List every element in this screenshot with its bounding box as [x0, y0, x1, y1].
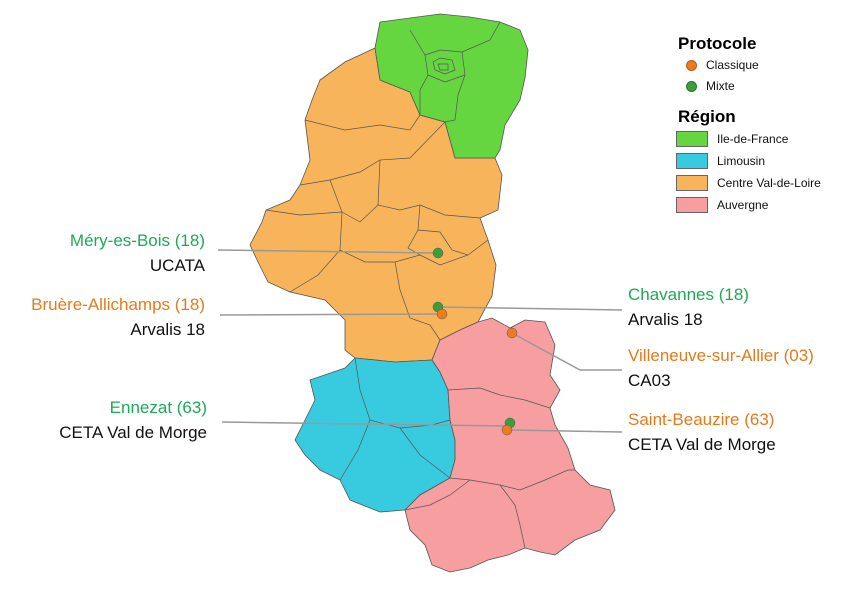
- site-org-chavannes: Arvalis 18: [628, 310, 703, 329]
- site-place-mery-es-bois: Méry-es-Bois (18): [69, 231, 205, 250]
- legend-auvergne-label: Auvergne: [717, 198, 769, 212]
- site-org-bruere-allichamps: Arvalis 18: [130, 320, 205, 339]
- legend-mixte-dot-icon: [686, 80, 697, 92]
- legend-classique-label: Classique: [706, 58, 759, 72]
- region-auvergne: [404, 317, 616, 573]
- site-org-ennezat: CETA Val de Morge: [59, 423, 207, 442]
- legend-protocole-title: Protocole: [678, 34, 757, 53]
- legend-region-limousin: Limousin: [676, 153, 765, 169]
- legend-region-title: Région: [678, 107, 736, 126]
- legend-region-auvergne: Auvergne: [676, 197, 768, 213]
- site-org-mery-es-bois: UCATA: [149, 256, 205, 275]
- site-dot-mery-es-bois: [432, 247, 444, 259]
- legend-centre-swatch: [676, 175, 708, 191]
- site-dot-villeneuve-sur-allier: [506, 327, 518, 339]
- legend-limousin-label: Limousin: [717, 154, 766, 168]
- legend-mixte-label: Mixte: [706, 79, 735, 93]
- site-place-villeneuve-sur-allier: Villeneuve-sur-Allier (03): [628, 346, 814, 365]
- legend-ile-de-france-swatch: [676, 131, 708, 147]
- site-place-chavannes: Chavannes (18): [628, 285, 749, 304]
- site-dot-bruere-allichamps: [436, 308, 448, 320]
- legend-region-centre: Centre Val-de-Loire: [676, 175, 821, 191]
- legend-protocole-classique: Classique: [686, 58, 759, 72]
- legend-classique-dot-icon: [686, 59, 697, 71]
- legend-protocole-mixte: Mixte: [686, 79, 735, 93]
- legend-limousin-swatch: [676, 153, 708, 169]
- legend-auvergne-swatch: [676, 197, 708, 213]
- site-org-saint-beauzire: CETA Val de Morge: [628, 435, 776, 454]
- site-place-saint-beauzire: Saint-Beauzire (63): [628, 410, 775, 429]
- site-place-ennezat: Ennezat (63): [109, 398, 207, 417]
- legend-region-ile-de-france: Ile-de-France: [676, 131, 788, 147]
- legend-centre-label: Centre Val-de-Loire: [717, 176, 821, 190]
- legend-ile-de-france-label: Ile-de-France: [717, 132, 789, 146]
- site-dot-saint-beauzire: [501, 424, 513, 436]
- site-place-bruere-allichamps: Bruère-Allichamps (18): [31, 295, 205, 314]
- site-org-villeneuve-sur-allier: CA03: [628, 371, 671, 390]
